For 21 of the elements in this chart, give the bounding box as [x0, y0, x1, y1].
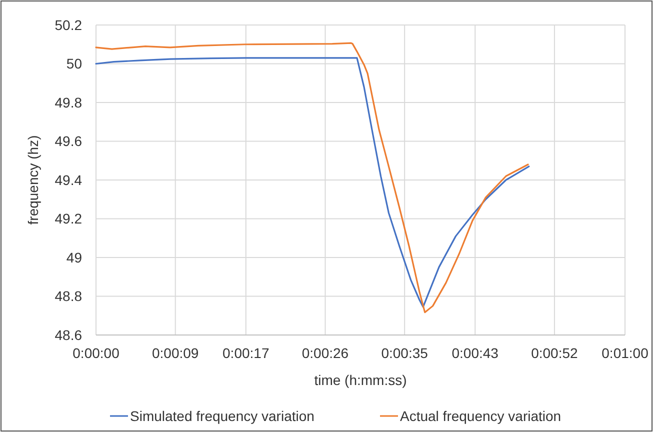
x-tick-label: 0:00:17 — [222, 345, 270, 361]
x-tick-label: 0:00:43 — [452, 345, 499, 361]
x-tick-label: 0:00:26 — [302, 345, 349, 361]
legend-label: Simulated frequency variation — [130, 408, 314, 424]
y-tick-label: 49.2 — [54, 210, 82, 227]
x-tick-label: 0:01:00 — [602, 345, 649, 361]
y-tick-label: 49.4 — [54, 172, 82, 188]
y-tick-label: 50.2 — [54, 16, 82, 33]
y-tick-label: 48.8 — [54, 288, 82, 304]
x-tick-label: 0:00:00 — [72, 345, 120, 361]
legend-label: Actual frequency variation — [400, 408, 562, 424]
y-tick-label: 49.6 — [54, 133, 82, 150]
x-tick-label: 0:00:09 — [152, 345, 199, 361]
y-tick-label: 49.8 — [54, 94, 82, 110]
x-axis-title: time (h:mm:ss) — [314, 372, 407, 388]
x-tick-label: 0:00:35 — [381, 345, 428, 361]
y-tick-label: 48.6 — [54, 326, 82, 343]
y-tick-label: 49 — [66, 249, 82, 266]
x-tick-label: 0:00:52 — [531, 345, 578, 361]
y-axis-title: frequency (hz) — [25, 135, 41, 225]
y-tick-label: 50 — [66, 56, 82, 72]
